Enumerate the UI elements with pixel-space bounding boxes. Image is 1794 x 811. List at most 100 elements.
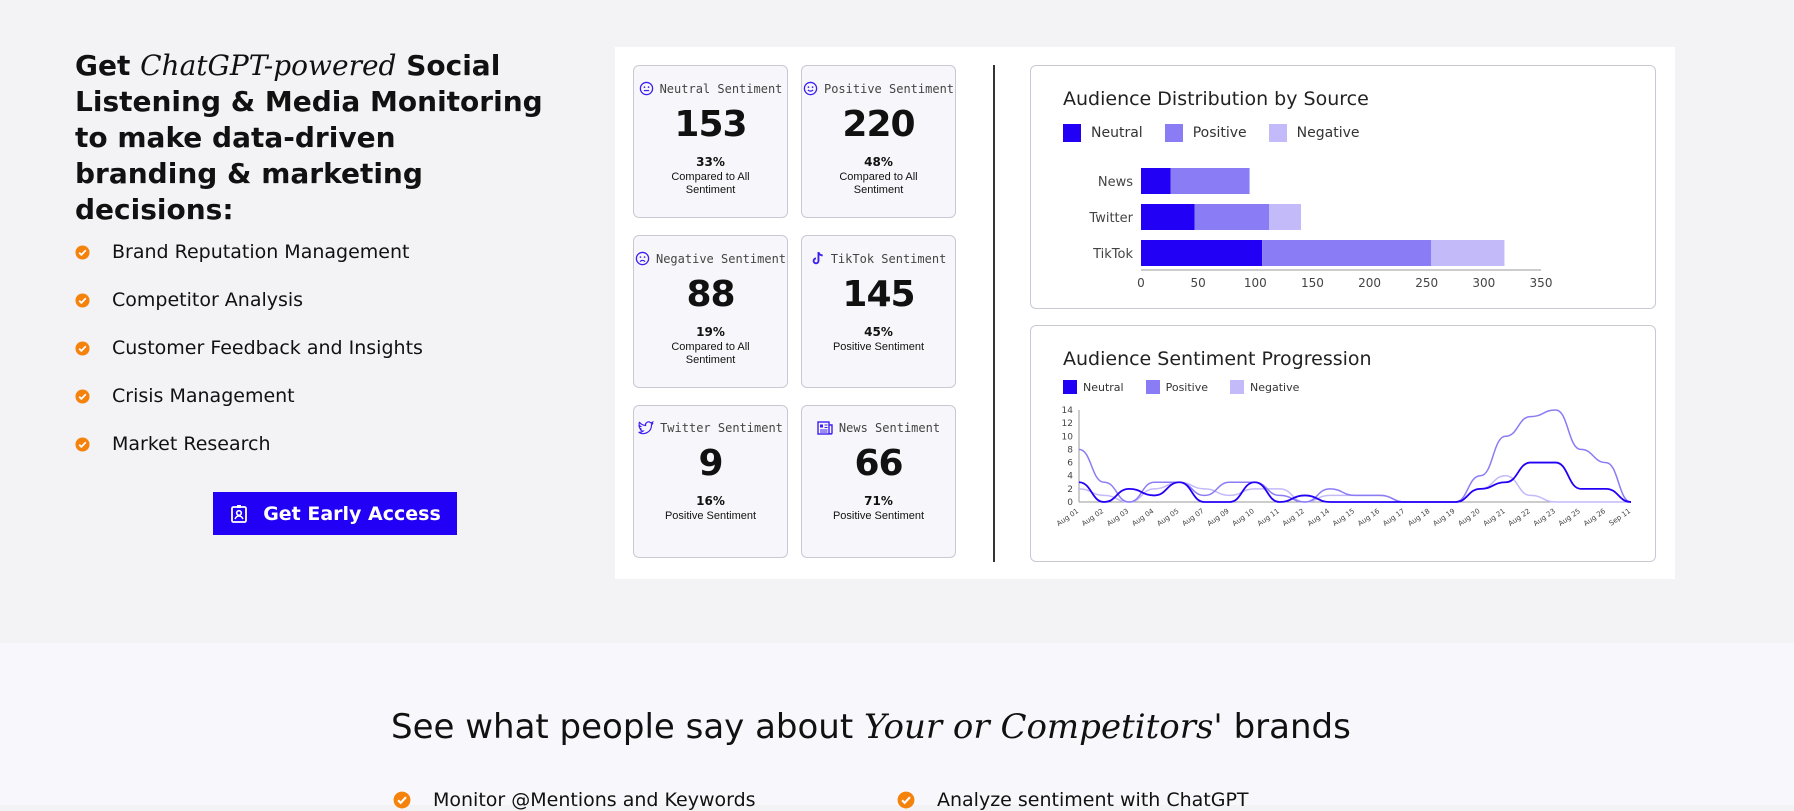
smile-face-icon — [803, 81, 818, 96]
check-badge-icon — [75, 292, 90, 308]
section-feature-item: Monitor @Mentions and Keywords — [393, 789, 756, 811]
feature-label: Brand Reputation Management — [112, 241, 410, 263]
x-tick-label: Aug 20 — [1457, 507, 1482, 528]
y-tick-label: 14 — [1062, 406, 1074, 416]
card-percent: 48% — [864, 155, 893, 169]
x-tick-label: Aug 26 — [1582, 507, 1607, 528]
feature-item: Customer Feedback and Insights — [75, 324, 423, 372]
legend-negative: Negative — [1268, 124, 1360, 142]
x-tick-label: Aug 14 — [1306, 507, 1331, 528]
sentiment-card: Neutral Sentiment 153 33% Compared to Al… — [633, 65, 788, 218]
chart-legend: Neutral Positive Negative — [1063, 124, 1382, 142]
y-tick-label: 8 — [1067, 445, 1073, 455]
neutral-face-icon — [639, 81, 653, 96]
legend-negative: Negative — [1230, 380, 1299, 394]
y-tick-label: 10 — [1062, 432, 1074, 442]
feature-item: Market Research — [75, 420, 423, 468]
card-title: Negative Sentiment — [655, 251, 787, 266]
x-tick-label: Aug 05 — [1156, 507, 1181, 528]
section-title: See what people say about Your or Compet… — [391, 707, 1351, 747]
headline-emphasis: ChatGPT-powered — [140, 49, 397, 82]
bar-segment — [1141, 240, 1263, 266]
card-title: News Sentiment — [838, 421, 941, 435]
feature-item: Brand Reputation Management — [75, 228, 423, 276]
series-line-positive — [1078, 409, 1632, 503]
feature-list: Brand Reputation Management Competitor A… — [75, 228, 423, 468]
card-value: 220 — [842, 104, 915, 145]
card-subtitle: Compared to All Sentiment — [839, 171, 918, 196]
distribution-bar-chart: News Twitter TikTok 0 50 100 150 200 250 300 350 — [1088, 168, 1552, 290]
x-tick-label: Aug 03 — [1105, 507, 1130, 528]
news-icon — [817, 421, 833, 435]
check-badge-icon — [75, 340, 90, 356]
x-tick-label: Aug 15 — [1331, 507, 1356, 528]
bar-segment — [1262, 240, 1432, 266]
card-value: 153 — [674, 104, 747, 145]
bar-category-label: TikTok — [1092, 247, 1133, 262]
feature-label: Customer Feedback and Insights — [112, 337, 423, 359]
x-tick-label: Aug 17 — [1381, 507, 1406, 528]
card-percent: 16% — [696, 494, 725, 508]
x-tick-label: Aug 25 — [1557, 507, 1582, 528]
x-tick-label: Aug 16 — [1356, 507, 1381, 528]
x-tick-label: Sep 11 — [1608, 507, 1633, 528]
x-tick-label: 50 — [1191, 276, 1206, 290]
x-tick-label: Aug 01 — [1055, 507, 1080, 528]
hero-section: Get ChatGPT-powered Social Listening & M… — [75, 47, 1675, 579]
check-badge-icon — [393, 791, 411, 809]
check-badge-icon — [75, 244, 90, 260]
chart-title: Audience Sentiment Progression — [1063, 348, 1372, 370]
card-title: Positive Sentiment — [823, 81, 955, 96]
feature-label: Market Research — [112, 433, 271, 455]
sentiment-card: Twitter Sentiment 9 16% Positive Sentime… — [633, 405, 788, 558]
bar-category-label: Twitter — [1088, 211, 1133, 226]
bar-segment — [1269, 204, 1301, 230]
y-tick-label: 2 — [1067, 485, 1073, 495]
y-tick-label: 4 — [1067, 472, 1073, 482]
card-percent: 45% — [864, 325, 893, 339]
sentiment-card: Negative Sentiment 88 19% Compared to Al… — [633, 235, 788, 388]
chart-legend: Neutral Positive Negative — [1063, 380, 1321, 394]
card-title: TikTok Sentiment — [830, 251, 947, 266]
bar-segment — [1141, 168, 1171, 194]
sad-face-icon — [635, 251, 650, 266]
bar-segment — [1431, 240, 1505, 266]
card-value: 66 — [854, 443, 903, 484]
card-subtitle: Compared to All Sentiment — [671, 341, 750, 366]
card-percent: 19% — [696, 325, 725, 339]
title-emphasis: Your or Competitors' — [864, 707, 1223, 747]
title-suffix: brands — [1222, 707, 1351, 747]
card-title: Neutral Sentiment — [659, 81, 783, 96]
series-line-neutral — [1078, 461, 1632, 503]
card-value: 145 — [842, 274, 915, 315]
card-subtitle: Positive Sentiment — [832, 510, 925, 522]
feature-item: Crisis Management — [75, 372, 423, 420]
cta-label: Get Early Access — [263, 502, 441, 525]
x-tick-label: Aug 11 — [1256, 507, 1281, 528]
id-badge-icon — [231, 504, 248, 523]
series-line-negative — [1078, 474, 1631, 503]
feature-label: Competitor Analysis — [112, 289, 304, 311]
x-tick-label: Aug 22 — [1507, 507, 1532, 528]
get-early-access-button[interactable]: Get Early Access — [213, 492, 457, 535]
y-tick-label: 0 — [1067, 498, 1073, 508]
tiktok-icon — [812, 251, 823, 265]
x-tick-label: Aug 18 — [1407, 507, 1432, 528]
feature-item: Competitor Analysis — [75, 276, 423, 324]
check-badge-icon — [75, 388, 90, 404]
card-percent: 33% — [696, 155, 725, 169]
x-tick-label: 200 — [1358, 276, 1381, 290]
x-tick-label: Aug 02 — [1080, 507, 1105, 528]
bar-segment — [1170, 168, 1250, 194]
y-tick-label: 6 — [1067, 459, 1073, 469]
x-tick-label: Aug 23 — [1532, 507, 1557, 528]
chart-title: Audience Distribution by Source — [1063, 88, 1369, 110]
card-title: Twitter Sentiment — [660, 421, 783, 435]
legend-positive: Positive — [1145, 380, 1208, 394]
dashboard-divider — [993, 65, 995, 562]
legend-neutral: Neutral — [1063, 124, 1143, 142]
check-badge-icon — [897, 791, 915, 809]
x-tick-label: 0 — [1137, 276, 1145, 290]
headline-suffix: Social Listening & Media Monitoring to m… — [75, 49, 543, 226]
